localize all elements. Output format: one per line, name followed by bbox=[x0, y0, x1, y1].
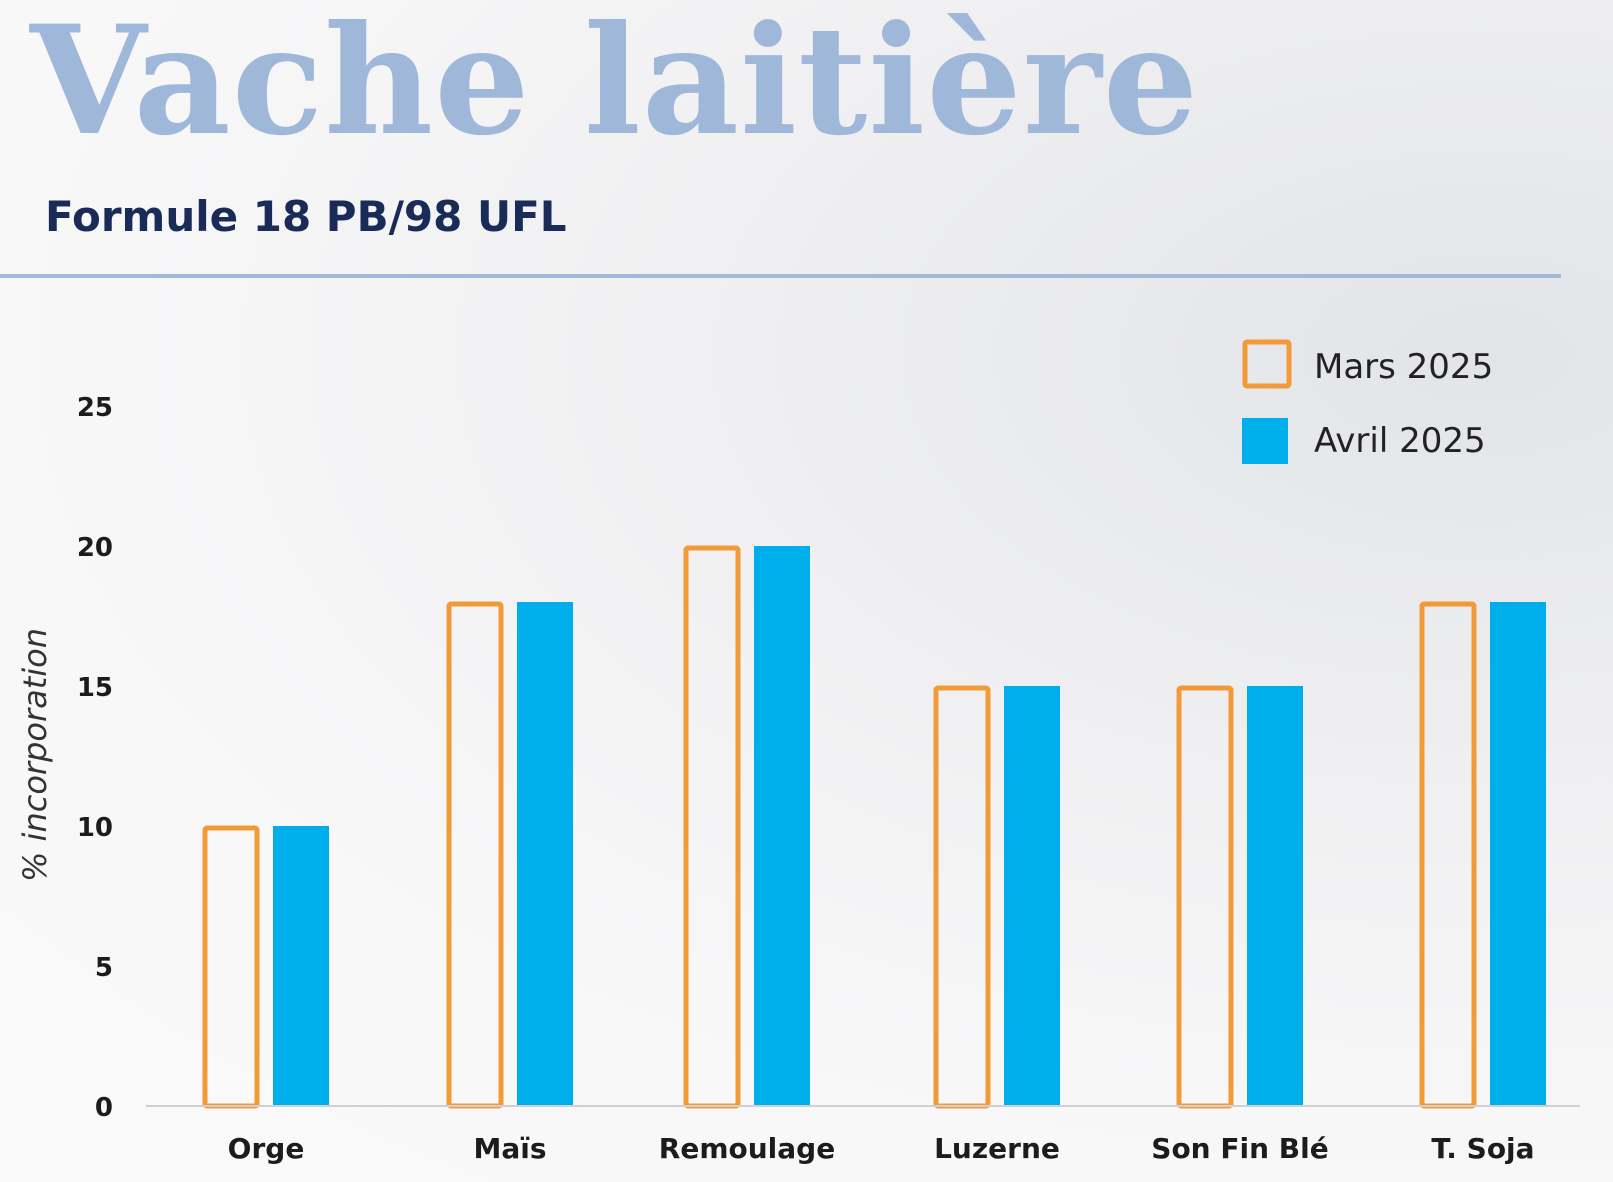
y-tick-label: 0 bbox=[95, 1093, 113, 1123]
bar-mars-2025 bbox=[1176, 685, 1234, 1109]
y-tick-label: 10 bbox=[77, 813, 113, 843]
legend-swatch-mars-2025 bbox=[1242, 339, 1292, 389]
bar-avril-2025 bbox=[273, 826, 329, 1106]
x-axis-categories: Orge Maïs Remoulage Luzerne Son Fin Blé T. So… bbox=[228, 1132, 1535, 1165]
x-category-label: Son Fin Blé bbox=[1151, 1132, 1328, 1165]
legend-swatch-avril-2025 bbox=[1242, 418, 1288, 464]
y-tick-label: 15 bbox=[77, 673, 113, 703]
legend: Mars 2025 Avril 2025 bbox=[1242, 339, 1493, 464]
page-subtitle: Formule 18 PB/98 UFL bbox=[45, 192, 567, 241]
y-tick-label: 25 bbox=[77, 393, 113, 423]
legend-label-avril-2025: Avril 2025 bbox=[1314, 421, 1486, 461]
title-divider bbox=[0, 274, 1561, 278]
y-tick-label: 5 bbox=[95, 953, 113, 983]
page-title: Vache laitière bbox=[30, 0, 1200, 169]
bar-avril-2025 bbox=[1247, 686, 1303, 1106]
bar-avril-2025 bbox=[754, 546, 810, 1106]
x-category-label: Orge bbox=[228, 1132, 305, 1165]
x-category-label: T. Soja bbox=[1431, 1132, 1534, 1165]
bar-avril-2025 bbox=[1490, 602, 1546, 1106]
x-category-label: Maïs bbox=[473, 1132, 546, 1165]
bar-mars-2025 bbox=[202, 825, 260, 1109]
bar-avril-2025 bbox=[517, 602, 573, 1106]
x-category-label: Luzerne bbox=[934, 1132, 1060, 1165]
bars bbox=[202, 545, 1546, 1109]
legend-label-mars-2025: Mars 2025 bbox=[1314, 347, 1493, 387]
x-category-label: Remoulage bbox=[659, 1132, 835, 1165]
bar-mars-2025 bbox=[683, 545, 741, 1109]
y-axis-ticks: 0 5 10 15 20 25 bbox=[77, 393, 113, 1123]
bar-mars-2025 bbox=[1419, 601, 1477, 1109]
y-axis-label: % incorporation bbox=[16, 628, 54, 882]
bar-mars-2025 bbox=[446, 601, 504, 1109]
y-tick-label: 20 bbox=[77, 533, 113, 563]
bar-avril-2025 bbox=[1004, 686, 1060, 1106]
bar-mars-2025 bbox=[933, 685, 991, 1109]
